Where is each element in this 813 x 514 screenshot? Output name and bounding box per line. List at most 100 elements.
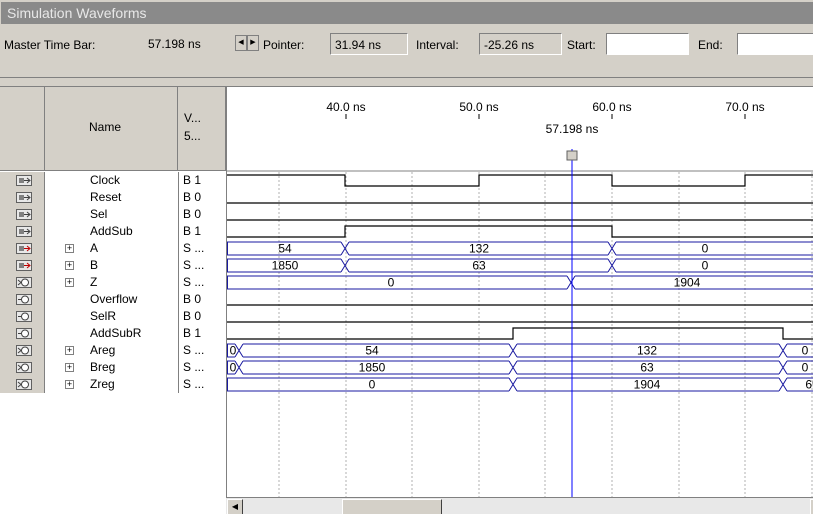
- signal-row-a[interactable]: + A: [45, 240, 178, 257]
- bus-value-label: 69: [805, 378, 813, 392]
- signal-value: S ...: [178, 257, 224, 274]
- bus-value-label: 0: [702, 242, 709, 256]
- end-label: End:: [698, 38, 723, 52]
- signal-name: A: [90, 241, 99, 255]
- signal-row-selr[interactable]: SelR: [45, 308, 178, 325]
- time-tick-label: 60.0 ns: [592, 100, 631, 114]
- master-time-bar-value[interactable]: 57.198 ns: [146, 33, 230, 55]
- signal-value: S ...: [178, 342, 224, 359]
- input-pin-icon: [16, 175, 32, 186]
- signal-row-zreg[interactable]: + Zreg: [45, 376, 178, 393]
- output-bus-icon: [16, 277, 32, 288]
- signal-row-b[interactable]: + B: [45, 257, 178, 274]
- signal-row-clock[interactable]: Clock: [45, 172, 178, 189]
- signal-name: Zreg: [90, 377, 115, 391]
- bus-value-label: 0: [369, 378, 376, 392]
- interval-value[interactable]: -25.26 ns: [479, 33, 562, 55]
- signal-row-addsubr[interactable]: AddSubR: [45, 325, 178, 342]
- signal-value: S ...: [178, 274, 224, 291]
- signal-row-breg[interactable]: + Breg: [45, 359, 178, 376]
- digital-waveform: [227, 327, 813, 340]
- signal-name: Breg: [90, 360, 116, 374]
- signal-icon-cell: [0, 291, 45, 308]
- signal-value: B 1: [178, 172, 224, 189]
- signal-value: B 0: [178, 291, 224, 308]
- waveform-area[interactable]: 40.0 ns 50.0 ns 60.0 ns 70.0 ns 54 132 0 1850 63…: [226, 87, 813, 514]
- bus-transition: [607, 241, 617, 256]
- output-pin-icon: [16, 311, 32, 322]
- expand-icon[interactable]: +: [65, 260, 74, 270]
- digital-waveform: [227, 225, 813, 238]
- bus-value-label: 1904: [634, 378, 661, 392]
- value-column-header[interactable]: V... 5...: [178, 87, 226, 171]
- bus-value-label: 0: [388, 276, 395, 290]
- scroll-right-arrow-icon[interactable]: ▶: [810, 499, 813, 514]
- waveform-canvas[interactable]: 40.0 ns 50.0 ns 60.0 ns 70.0 ns 54 132 0 1850 63…: [227, 87, 813, 514]
- master-left-arrow-icon[interactable]: ◀: [235, 35, 247, 51]
- output-bus-icon: [16, 379, 32, 390]
- signal-row-overflow[interactable]: Overflow: [45, 291, 178, 308]
- signal-value: B 0: [178, 308, 224, 325]
- bus-value-label: 1850: [272, 259, 299, 273]
- digital-waveform: [227, 174, 813, 187]
- time-tick-label: 50.0 ns: [459, 100, 498, 114]
- input-bus-icon: [16, 260, 32, 271]
- bus-value-label: 54: [365, 344, 379, 358]
- signal-icon-cell: [0, 257, 45, 274]
- bus-value-label: 0: [230, 361, 237, 375]
- signal-name: Clock: [90, 173, 121, 187]
- signal-value: S ...: [178, 376, 224, 393]
- bus-value-label: 0: [802, 344, 809, 358]
- time-tick-label: 70.0 ns: [725, 100, 764, 114]
- bus-transition: [566, 275, 576, 290]
- signal-row-reset[interactable]: Reset: [45, 189, 178, 206]
- signal-row-z[interactable]: + Z: [45, 274, 178, 291]
- value-header-line1: V...: [184, 111, 201, 125]
- scroll-left-arrow-icon[interactable]: ◀: [227, 499, 243, 514]
- pointer-value[interactable]: 31.94 ns: [330, 33, 408, 55]
- input-pin-icon: [16, 192, 32, 203]
- horizontal-scrollbar[interactable]: ◀ ▶: [226, 497, 813, 514]
- signal-name: Overflow: [90, 292, 138, 306]
- bus-value-label: 132: [637, 344, 657, 358]
- cursor-time-label: 57.198 ns: [546, 122, 599, 136]
- expand-icon[interactable]: +: [65, 243, 74, 253]
- master-time-bar-label: Master Time Bar:: [4, 38, 96, 52]
- signal-row-areg[interactable]: + Areg: [45, 342, 178, 359]
- time-tick-label: 40.0 ns: [326, 100, 365, 114]
- expand-icon[interactable]: +: [65, 277, 74, 287]
- signal-name: Sel: [90, 207, 108, 221]
- start-field[interactable]: [606, 33, 689, 55]
- bus-value-label: 63: [472, 259, 486, 273]
- signal-name: AddSubR: [90, 326, 142, 340]
- expand-icon[interactable]: +: [65, 345, 74, 355]
- bus-transition: [508, 360, 518, 375]
- signal-icon-cell: [0, 206, 45, 223]
- signal-value: S ...: [178, 359, 224, 376]
- signal-icon-cell: [0, 274, 45, 291]
- master-right-arrow-icon[interactable]: ▶: [247, 35, 259, 51]
- end-field[interactable]: [737, 33, 813, 55]
- expand-icon[interactable]: +: [65, 362, 74, 372]
- scroll-thumb[interactable]: [342, 499, 442, 514]
- signal-row-sel[interactable]: Sel: [45, 206, 178, 223]
- signal-value: B 0: [178, 206, 224, 223]
- signal-icon-cell: [0, 342, 45, 359]
- name-column-header[interactable]: Name: [45, 87, 178, 171]
- signal-value: B 0: [178, 189, 224, 206]
- bus-value-label: 0: [230, 344, 237, 358]
- signal-name: AddSub: [90, 224, 133, 238]
- bus-value-label: 132: [469, 242, 489, 256]
- input-pin-icon: [16, 226, 32, 237]
- signal-icon-cell: [0, 240, 45, 257]
- icon-column-header: [0, 87, 45, 171]
- input-bus-icon: [16, 243, 32, 254]
- bus-value-label: 63: [640, 361, 654, 375]
- bus-transition: [234, 360, 244, 375]
- interval-label: Interval:: [416, 38, 459, 52]
- output-pin-icon: [16, 328, 32, 339]
- expand-icon[interactable]: +: [65, 379, 74, 389]
- value-header-line2: 5...: [184, 129, 201, 143]
- signal-row-addsub[interactable]: AddSub: [45, 223, 178, 240]
